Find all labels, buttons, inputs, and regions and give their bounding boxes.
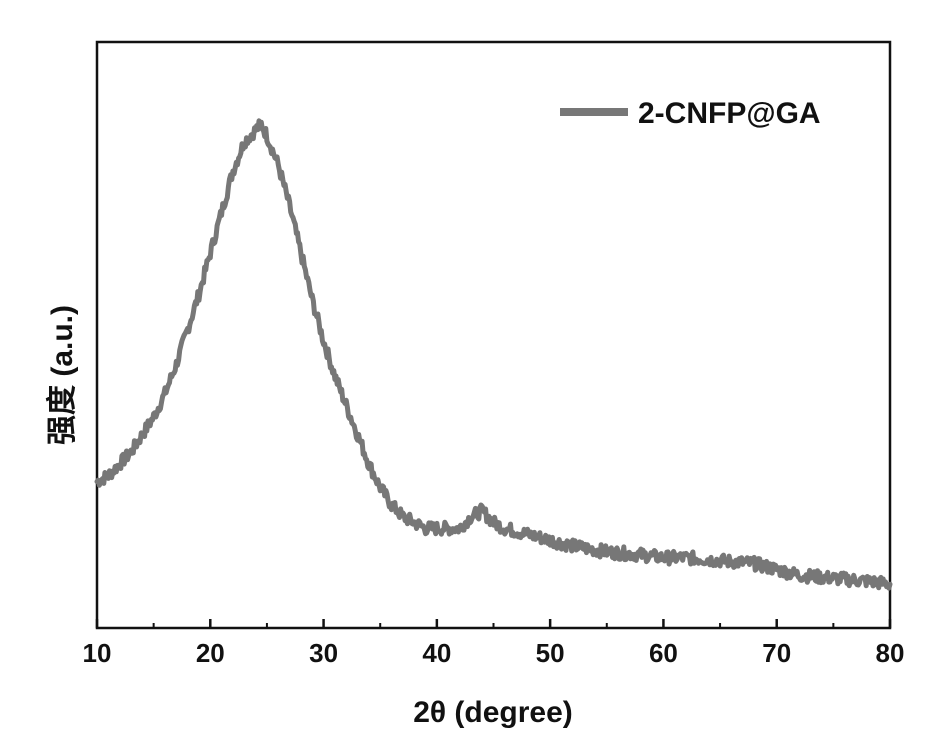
x-tick-label-10: 10 <box>83 638 112 668</box>
legend-label: 2-CNFP@GA <box>638 97 821 130</box>
x-tick-labels: 10 20 30 40 50 60 70 80 <box>83 638 905 668</box>
x-tick-label-20: 20 <box>196 638 225 668</box>
x-axis-label: 2θ (degree) <box>413 696 573 729</box>
series-line-2-cnfp-ga <box>97 121 890 588</box>
x-tick-label-50: 50 <box>536 638 565 668</box>
x-tick-label-80: 80 <box>876 638 905 668</box>
x-tick-label-30: 30 <box>309 638 338 668</box>
y-axis-label: 强度 (a.u.) <box>46 305 79 445</box>
legend: 2-CNFP@GA <box>560 97 821 130</box>
x-tick-label-60: 60 <box>649 638 678 668</box>
tick-marks <box>97 619 890 628</box>
x-tick-label-70: 70 <box>762 638 791 668</box>
x-tick-label-40: 40 <box>422 638 451 668</box>
